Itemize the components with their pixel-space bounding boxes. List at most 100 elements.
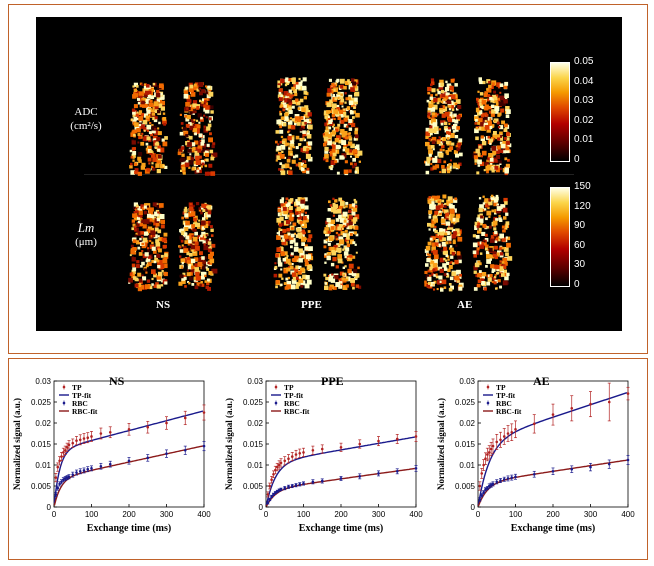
data-point-rbc — [279, 488, 283, 491]
lung-voxel — [205, 217, 209, 220]
lung-voxel — [200, 281, 203, 284]
lung-voxel — [202, 209, 206, 213]
lung-voxel — [445, 212, 449, 217]
lung-voxel — [293, 83, 299, 89]
lung-voxel — [138, 112, 142, 115]
lung-voxel — [497, 137, 501, 141]
colorbar-tick-label: 120 — [574, 200, 591, 212]
lung-voxel — [345, 144, 349, 147]
lung-voxel — [155, 203, 159, 207]
lung-voxel — [506, 242, 511, 248]
lung-voxel — [157, 265, 161, 269]
lung-voxel — [282, 228, 287, 233]
lung-voxel — [452, 241, 456, 245]
lung-voxel — [192, 100, 198, 105]
lung-voxel — [154, 109, 159, 114]
lung-voxel — [436, 88, 440, 92]
lung-voxel — [141, 219, 145, 224]
lung-voxel — [278, 89, 282, 92]
lung-voxel — [500, 246, 503, 250]
lung-voxel — [443, 204, 447, 208]
lung-voxel — [445, 100, 448, 103]
lung-voxel — [151, 129, 156, 134]
lung-voxel — [442, 204, 445, 207]
lung-voxel — [477, 90, 480, 93]
data-point-tp — [287, 457, 290, 460]
lung-voxel — [207, 171, 211, 176]
lung-voxel — [277, 212, 282, 217]
legend-label: TP — [72, 383, 82, 392]
lung-voxel — [352, 241, 356, 245]
lung-voxel — [286, 219, 291, 225]
lung-voxel — [330, 90, 334, 94]
lung-voxel — [432, 104, 438, 110]
legend-point-swatch — [62, 385, 66, 389]
lung-voxel — [497, 279, 501, 283]
lung-voxel — [153, 273, 157, 278]
lung-voxel — [485, 265, 488, 268]
lung-voxel — [291, 227, 294, 230]
lung-voxel — [446, 83, 452, 88]
lung-voxel — [496, 154, 501, 159]
data-point-tp — [487, 451, 491, 454]
lung-voxel — [145, 115, 150, 119]
lung-voxel — [477, 121, 481, 125]
lung-voxel — [192, 103, 197, 108]
lung-voxel — [284, 261, 287, 264]
lung-voxel — [476, 217, 480, 221]
lung-voxel — [430, 206, 434, 210]
lung-voxel — [207, 248, 212, 253]
lung-voxel — [449, 199, 453, 203]
lung-voxel — [156, 89, 160, 94]
lung-voxel — [481, 99, 487, 105]
lung-voxel — [308, 146, 312, 150]
lung-voxel — [328, 220, 333, 225]
data-point-tp — [570, 407, 574, 410]
lung-voxel — [351, 218, 355, 222]
lung-voxel — [432, 122, 438, 127]
x-axis-label: Exchange time (ms) — [511, 523, 595, 534]
lung-voxel — [164, 165, 168, 169]
lung-voxel — [474, 250, 479, 255]
fit-line-rbc-fit — [53, 445, 204, 506]
lung-voxel — [428, 104, 433, 108]
lung-voxel — [212, 268, 218, 274]
lung-voxel — [301, 255, 304, 258]
lung-voxel — [348, 135, 352, 139]
lung-voxel — [205, 152, 209, 157]
lung-voxel — [330, 151, 334, 155]
lung-voxel — [439, 212, 442, 215]
lung-voxel — [489, 142, 492, 145]
lung-voxel — [133, 88, 137, 92]
lung-voxel — [283, 269, 288, 274]
lung-voxel — [327, 140, 332, 146]
lung-voxel — [302, 160, 306, 164]
lung-voxel — [339, 132, 342, 135]
x-tick-label: 0 — [52, 510, 57, 519]
lung-voxel — [147, 145, 152, 150]
lung-voxel — [190, 92, 196, 97]
lung-voxel — [446, 235, 452, 241]
lung-voxel — [438, 84, 444, 90]
lung-voxel — [195, 131, 199, 135]
lung-voxel — [428, 128, 434, 133]
lung-voxel — [182, 272, 186, 276]
lung-voxel — [477, 272, 482, 278]
lung-voxel — [493, 275, 497, 279]
lung-voxel — [280, 252, 285, 257]
lung-voxel — [455, 107, 459, 111]
lung-voxel — [153, 284, 157, 288]
lung-voxel — [292, 94, 295, 97]
lung-voxel — [431, 99, 435, 104]
lung-voxel — [477, 98, 481, 102]
lung-voxel — [351, 122, 356, 128]
lung-voxel — [439, 228, 443, 232]
lung-voxel — [339, 87, 342, 90]
lung-voxel — [298, 276, 302, 279]
lung-voxel — [430, 167, 434, 171]
lung-voxel — [325, 238, 328, 241]
lung-voxel — [303, 90, 308, 95]
lung-voxel — [340, 204, 345, 208]
lung-voxel — [357, 285, 362, 289]
lung-voxel — [492, 220, 498, 226]
